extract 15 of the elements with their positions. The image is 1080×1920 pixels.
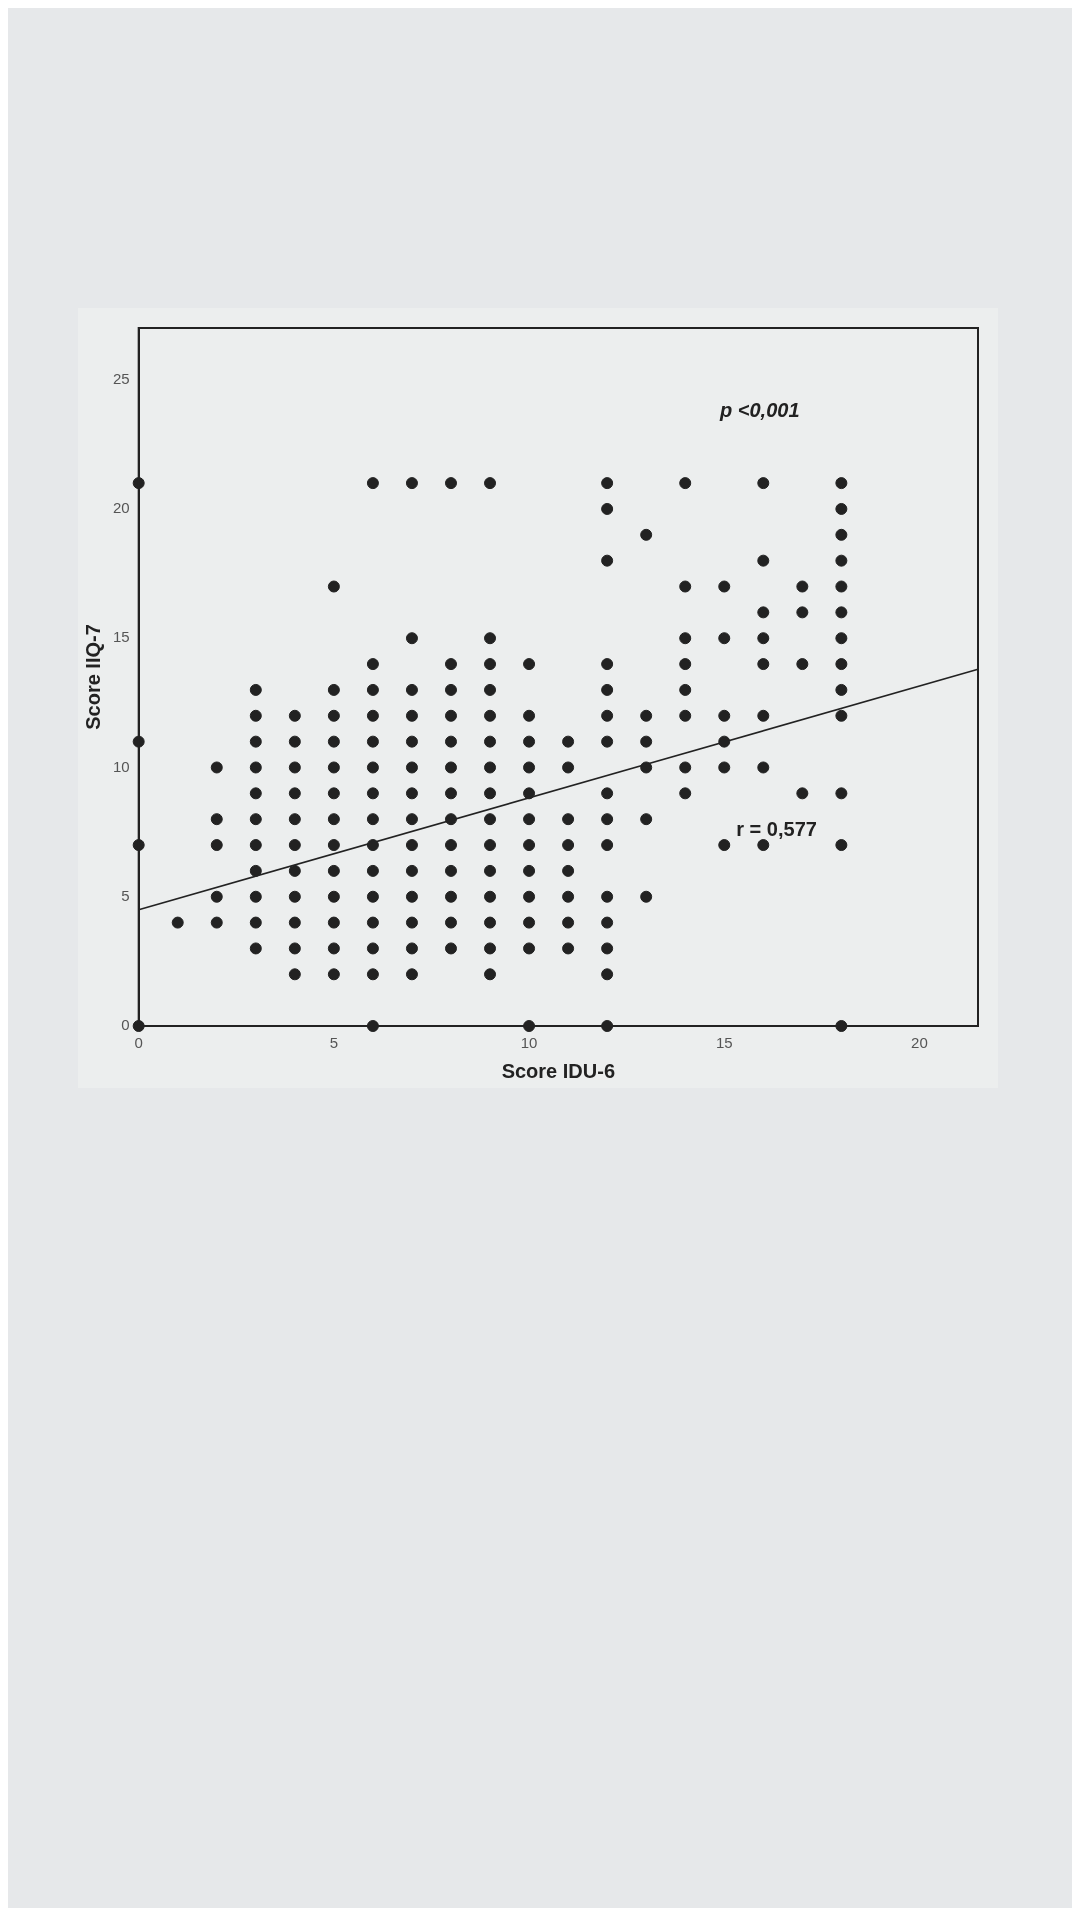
y-tick-label: 0 <box>121 1016 130 1034</box>
y-tick-label: 25 <box>113 369 130 387</box>
y-tick-label: 15 <box>113 628 130 646</box>
x-axis-title: Score IDU-6 <box>501 1059 616 1082</box>
x-tick-label: 0 <box>134 1034 143 1052</box>
y-tick-label: 10 <box>113 757 130 775</box>
annotation: r = 0,577 <box>736 818 817 841</box>
x-tick-label: 10 <box>520 1034 538 1052</box>
y-axis-title: Score IIQ-7 <box>81 624 104 730</box>
y-tick-label: 20 <box>113 499 130 517</box>
annotation: p <0,001 <box>719 399 800 422</box>
x-tick-label: 20 <box>911 1034 928 1052</box>
x-tick-label: 5 <box>329 1034 339 1052</box>
x-tick-label: 15 <box>715 1034 733 1052</box>
y-tick-label: 5 <box>121 886 130 904</box>
